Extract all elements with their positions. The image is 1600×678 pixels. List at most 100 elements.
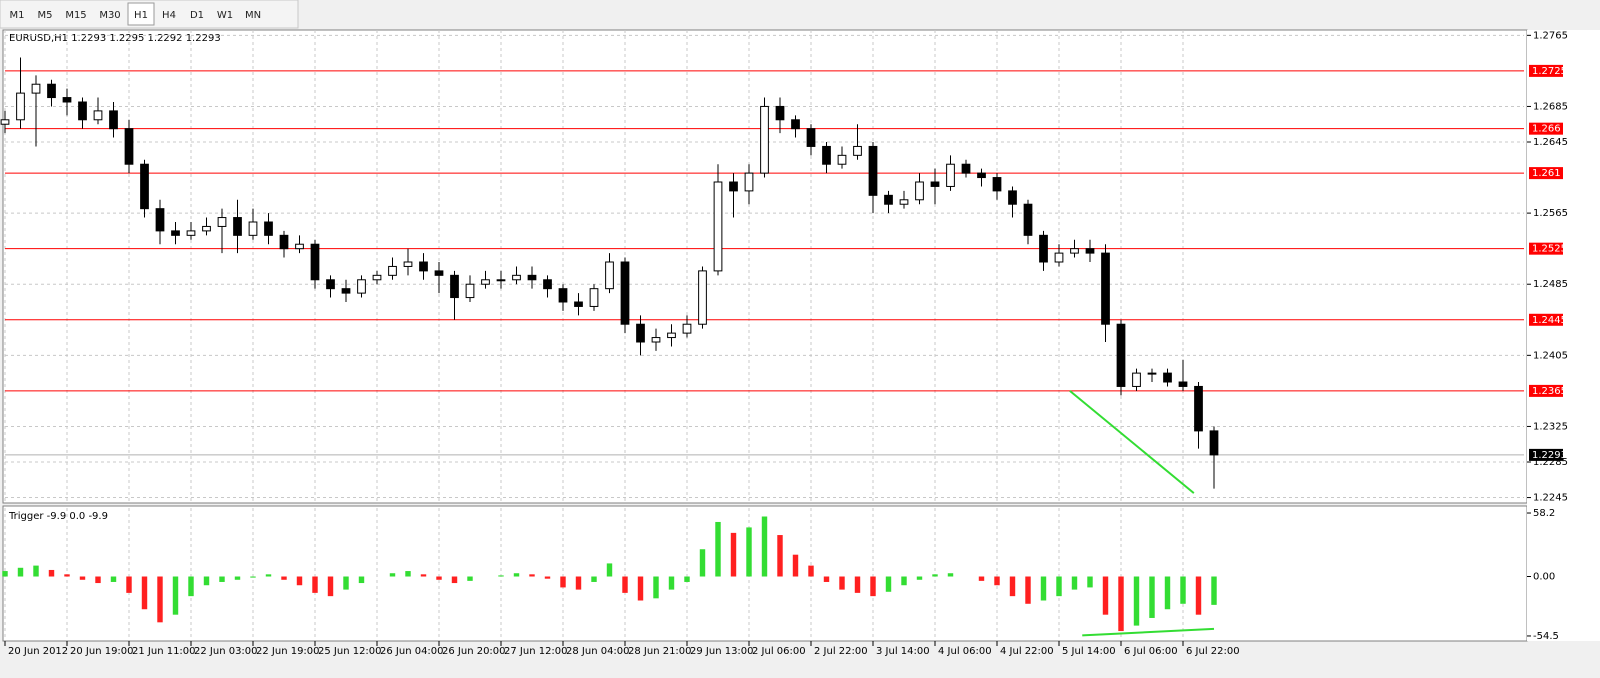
candle-body	[1178, 381, 1188, 387]
y-tick-label: 58.2	[1533, 508, 1555, 519]
candle-body	[992, 177, 1002, 192]
candle-body	[171, 230, 180, 236]
candle-body	[589, 288, 599, 307]
oscillator-bar	[792, 554, 799, 577]
y-tick-label: 1.2565	[1533, 208, 1568, 219]
oscillator-bar	[95, 576, 101, 584]
timeframe-button[interactable]	[127, 2, 155, 26]
oscillator-bar	[420, 574, 427, 577]
candle-body	[1132, 372, 1141, 387]
oscillator-bar	[777, 535, 783, 577]
timeframe-label[interactable]: MN	[245, 10, 261, 21]
timeframe-label[interactable]: H4	[162, 10, 176, 21]
timeframe-label[interactable]: H1	[134, 10, 148, 21]
oscillator-bar	[203, 576, 210, 586]
candle-body	[713, 181, 723, 272]
candle-body	[465, 283, 475, 299]
candle-body	[372, 274, 382, 281]
level-label: 1.2445	[1532, 315, 1567, 326]
candle-body	[930, 181, 940, 187]
level-tag	[1529, 167, 1563, 180]
level-tag	[1529, 122, 1563, 135]
oscillator-bar	[498, 575, 504, 577]
oscillator-bar	[1164, 576, 1171, 610]
oscillator-bar	[1056, 576, 1062, 597]
oscillator-bar	[312, 576, 318, 593]
candle-body	[791, 119, 800, 130]
oscillator-bar	[761, 516, 768, 577]
timeframe-button[interactable]	[32, 3, 58, 25]
candle-body	[233, 217, 242, 236]
oscillator-bar	[1118, 576, 1124, 632]
oscillator-bar	[250, 576, 256, 578]
x-tick-label: 3 Jul 14:00	[876, 646, 930, 657]
timeframe-label[interactable]: W1	[217, 10, 233, 21]
candle-body	[1008, 190, 1017, 205]
timeframe-button[interactable]	[60, 3, 92, 25]
candle-body	[527, 274, 537, 281]
candle-body	[16, 92, 25, 121]
oscillator-bar	[467, 576, 473, 581]
timeframe-label[interactable]: M5	[38, 10, 53, 21]
timeframe-button[interactable]	[4, 3, 30, 25]
candle-body	[1209, 430, 1219, 456]
oscillator-bar	[234, 576, 241, 580]
candle-body	[434, 270, 444, 276]
candle-body	[186, 230, 196, 236]
timeframe-label[interactable]: M1	[10, 10, 25, 21]
candle-body	[1085, 248, 1095, 254]
oscillator-bar	[575, 576, 582, 590]
candle-body	[868, 145, 878, 196]
level-tag	[1529, 242, 1563, 255]
oscillator-bar	[932, 574, 938, 577]
oscillator-bar	[591, 576, 597, 582]
oscillator-bar	[1071, 576, 1078, 590]
oscillator-bar	[327, 576, 334, 597]
oscillator-bar	[947, 573, 954, 577]
oscillator-bar	[172, 576, 179, 615]
timeframe-button[interactable]	[184, 3, 210, 25]
timeframe-button[interactable]	[212, 3, 238, 25]
timeframe-button[interactable]	[156, 3, 182, 25]
oscillator-bar	[389, 573, 396, 577]
timeframe-button[interactable]	[94, 3, 126, 25]
oscillator-bar	[64, 574, 70, 577]
x-tick-label: 4 Jul 22:00	[1000, 646, 1054, 657]
oscillator-bar	[436, 576, 442, 580]
level-label: 1.2725	[1532, 66, 1567, 77]
oscillator-bar	[870, 576, 876, 597]
x-tick-label: 26 Jun 04:00	[380, 646, 444, 657]
y-tick-label: 0.00	[1533, 572, 1555, 583]
level-tag	[1529, 384, 1563, 397]
x-tick-label: 4 Jul 06:00	[938, 646, 992, 657]
x-tick-label: 2 Jul 06:00	[752, 646, 806, 657]
candle-body	[543, 279, 552, 290]
oscillator-bar	[839, 576, 845, 590]
candle-body	[0, 119, 10, 125]
candle-body	[388, 265, 397, 276]
trendline	[1069, 390, 1195, 494]
chart-title: EURUSD,H1 1.2293 1.2295 1.2292 1.2293	[9, 33, 221, 44]
oscillator-bar	[1040, 576, 1047, 601]
oscillator-bar	[110, 576, 117, 582]
candle-body	[806, 128, 816, 147]
x-tick-label: 28 Jun 21:00	[628, 646, 692, 657]
oscillator-bar	[808, 565, 814, 577]
candle-body	[140, 163, 149, 210]
timeframe-button[interactable]	[240, 3, 266, 25]
candle-body	[558, 288, 568, 303]
candle-body	[109, 110, 118, 130]
candle-body	[279, 234, 289, 250]
candle-body	[1147, 372, 1157, 375]
candle-body	[264, 221, 273, 236]
oscillator-bar	[1087, 576, 1093, 588]
x-tick-label: 22 Jun 03:00	[194, 646, 258, 657]
y-tick-label: 1.2285	[1533, 457, 1568, 468]
oscillator-bar	[715, 521, 721, 577]
y-tick-label: 1.2245	[1533, 493, 1568, 504]
timeframe-label[interactable]: M30	[99, 10, 120, 21]
timeframe-label[interactable]: M15	[65, 10, 86, 21]
timeframe-label[interactable]: D1	[190, 10, 204, 21]
y-tick-label: 1.2485	[1533, 279, 1568, 290]
candle-body	[1054, 252, 1064, 263]
